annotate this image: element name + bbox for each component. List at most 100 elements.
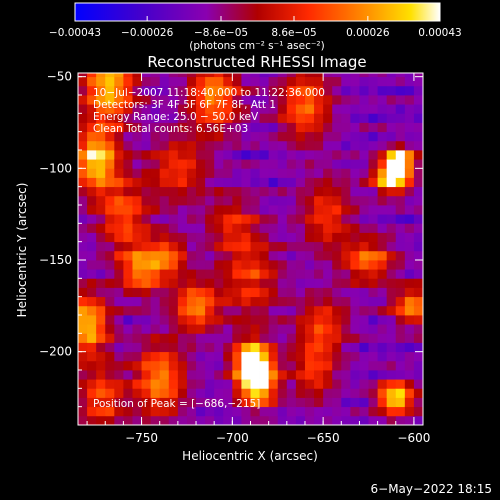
heatmap-cell <box>96 415 106 425</box>
heatmap-cell <box>386 324 397 334</box>
heatmap-cell <box>78 73 88 78</box>
heatmap-cell <box>150 168 161 178</box>
heatmap-cell <box>87 214 97 224</box>
heatmap-cell <box>87 76 97 87</box>
heatmap-cell <box>386 379 397 389</box>
heatmap-cell <box>232 150 242 160</box>
heatmap-cell <box>177 232 188 243</box>
heatmap-cell <box>332 333 342 343</box>
heatmap-cell <box>186 388 197 398</box>
heatmap-cell <box>114 195 124 206</box>
heatmap-cell <box>196 177 206 188</box>
heatmap-cell <box>150 397 161 408</box>
heatmap-cell <box>277 150 288 160</box>
heatmap-cell <box>413 406 423 417</box>
heatmap-cell <box>96 397 106 408</box>
heatmap-cell <box>241 186 251 197</box>
heatmap-cell <box>341 370 351 380</box>
heatmap-cell <box>186 241 197 252</box>
heatmap-cell <box>186 73 197 78</box>
heatmap-cell <box>377 250 388 261</box>
heatmap-cell <box>295 177 306 188</box>
heatmap-cell <box>377 186 388 197</box>
heatmap-cell <box>205 104 215 114</box>
heatmap-cell <box>114 159 124 169</box>
heatmap-cell <box>350 278 360 288</box>
heatmap-cell <box>404 397 415 408</box>
heatmap-cell <box>386 296 397 307</box>
heatmap-cell <box>404 305 415 316</box>
heatmap-cell <box>323 287 333 298</box>
heatmap-cell <box>286 150 297 160</box>
heatmap-cell <box>413 315 423 325</box>
heatmap-cell <box>123 415 133 425</box>
heatmap-cell <box>404 415 415 425</box>
heatmap-cell <box>196 95 206 105</box>
heatmap-cell <box>395 360 406 371</box>
heatmap-cell <box>105 360 115 371</box>
heatmap-cell <box>404 73 415 78</box>
heatmap-cell <box>295 333 306 343</box>
heatmap-cell <box>413 342 423 353</box>
heatmap-cell <box>323 315 333 325</box>
heatmap-cell <box>205 315 215 325</box>
heatmap-cell <box>413 305 423 316</box>
heatmap-cell <box>232 122 242 133</box>
heatmap-cell <box>196 104 206 114</box>
heatmap-cell <box>386 140 397 151</box>
heatmap-cell <box>295 379 306 389</box>
heatmap-cell <box>359 305 369 316</box>
heatmap-cell <box>232 370 242 380</box>
heatmap-cell <box>286 296 297 307</box>
heatmap-cell <box>350 232 360 243</box>
heatmap-cell <box>150 415 161 425</box>
heatmap-cell <box>232 406 242 417</box>
heatmap-cell <box>323 278 333 288</box>
heatmap-cell <box>332 150 342 160</box>
heatmap-cell <box>141 287 152 298</box>
heatmap-cell <box>359 140 369 151</box>
heatmap-cell <box>286 177 297 188</box>
heatmap-cell <box>277 388 288 398</box>
heatmap-cell <box>350 113 360 123</box>
heatmap-cell <box>205 342 215 353</box>
heatmap-cell <box>196 76 206 87</box>
heatmap-cell <box>386 287 397 298</box>
heatmap-cell <box>386 73 397 78</box>
heatmap-cell <box>386 388 397 398</box>
heatmap-cell <box>241 278 251 288</box>
heatmap-cell <box>87 177 97 188</box>
heatmap-cell <box>413 287 423 298</box>
heatmap-cell <box>196 379 206 389</box>
heatmap-cell <box>368 415 379 425</box>
heatmap-cell <box>314 296 324 307</box>
heatmap-cell <box>186 113 197 123</box>
heatmap-cell <box>168 324 179 334</box>
heatmap-cell <box>386 305 397 316</box>
colorbar-tick-label: −0.00043 <box>49 27 101 39</box>
heatmap-cell <box>286 195 297 206</box>
heatmap-cell <box>168 305 179 316</box>
heatmap-cell <box>214 342 224 353</box>
heatmap-cell <box>186 232 197 243</box>
heatmap-cell <box>78 296 88 307</box>
heatmap-cell <box>241 269 251 279</box>
heatmap-cell <box>87 131 97 142</box>
heatmap-cell <box>123 287 133 298</box>
heatmap-cell <box>359 250 369 261</box>
heatmap-cell <box>386 150 397 160</box>
heatmap-cell <box>241 214 251 224</box>
heatmap-cell <box>395 269 406 279</box>
heatmap-cell <box>87 388 97 398</box>
heatmap-cell <box>141 269 152 279</box>
heatmap-cell <box>395 113 406 123</box>
heatmap-cell <box>332 397 342 408</box>
heatmap-cell <box>259 333 270 343</box>
heatmap-cell <box>341 113 351 123</box>
heatmap-cell <box>250 388 260 398</box>
heatmap-cell <box>96 223 106 233</box>
heatmap-cell <box>277 195 288 206</box>
heatmap-cell <box>241 122 251 133</box>
heatmap-cell <box>96 278 106 288</box>
heatmap-cell <box>241 150 251 160</box>
